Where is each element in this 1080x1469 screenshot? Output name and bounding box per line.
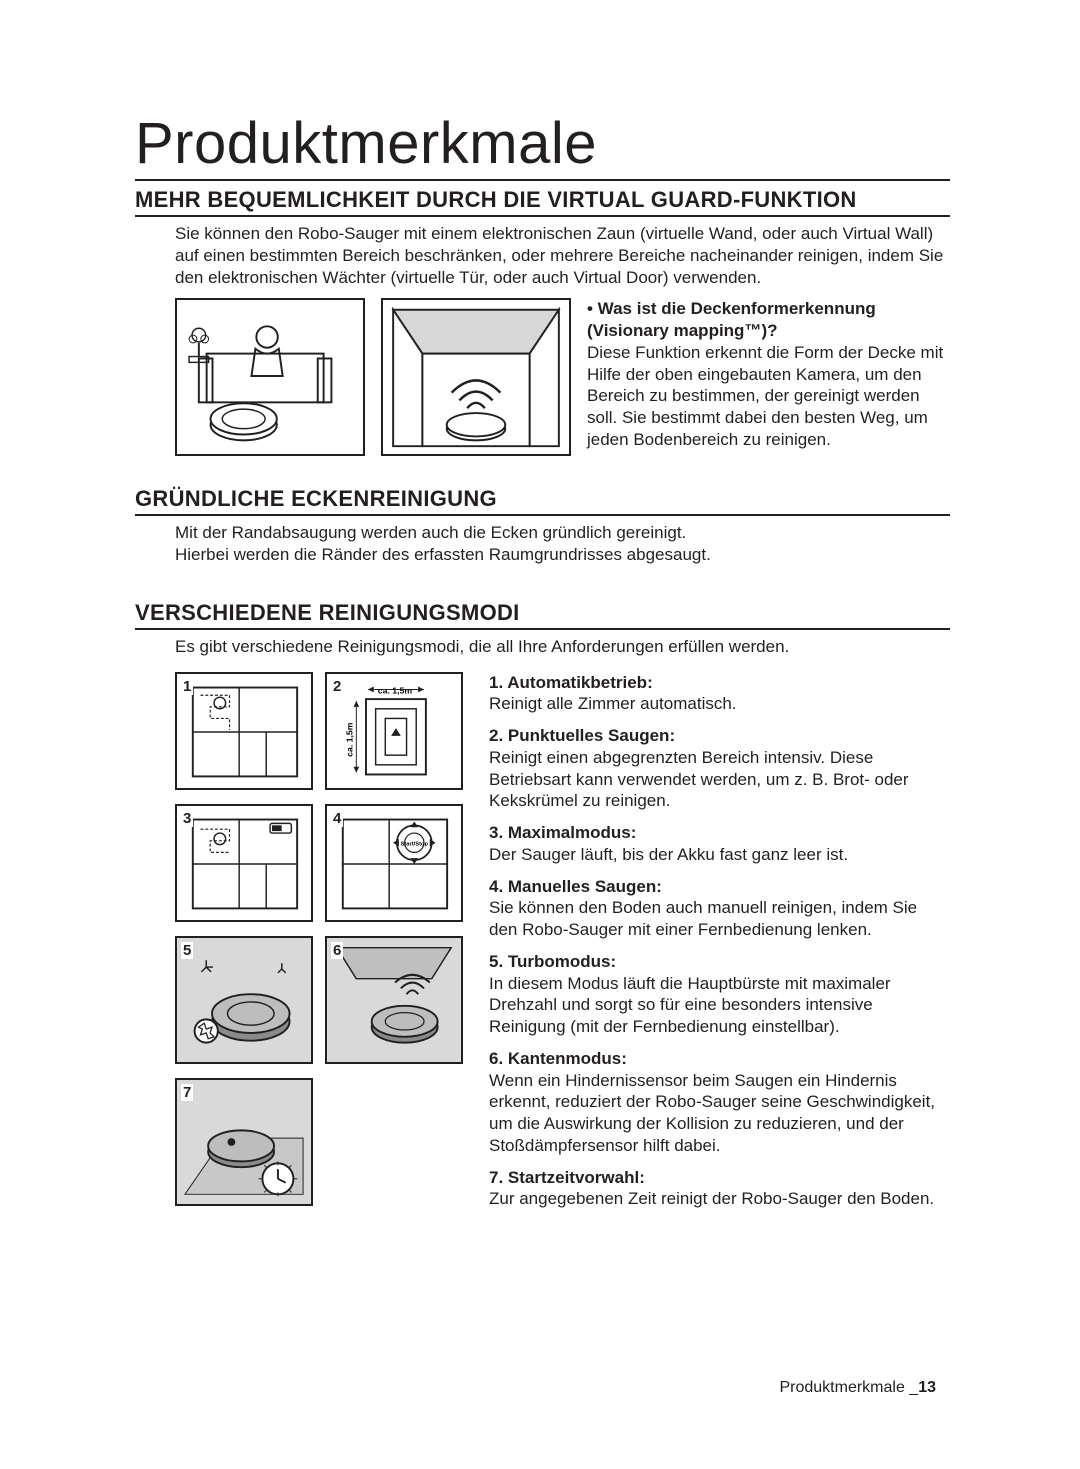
mode-fig-num: 4 xyxy=(331,810,343,827)
callout-body: Diese Funktion erkennt die Form der Deck… xyxy=(587,342,950,451)
mode-title: 1. Automatikbetrieb: xyxy=(489,673,653,692)
footer-section-label: Produktmerkmale xyxy=(779,1379,904,1396)
mode-fig-1: 1 xyxy=(175,672,313,790)
figure-living-room xyxy=(175,298,365,456)
mode-item-2: 2. Punktuelles Saugen: Reinigt einen abg… xyxy=(489,725,950,812)
mode-item-5: 5. Turbomodus: In diesem Modus läuft die… xyxy=(489,951,950,1038)
mode-fig-7: 7 xyxy=(175,1078,313,1206)
mode-fig-4: 4 Start/Stop xyxy=(325,804,463,922)
mode-fig-2: 2 ca. 1,5m ca. 1,5m xyxy=(325,672,463,790)
mode-title: 6. Kantenmodus: xyxy=(489,1049,627,1068)
mode-desc: Der Sauger läuft, bis der Akku fast ganz… xyxy=(489,845,848,864)
mode-figure-grid: 1 2 ca. 1,5m xyxy=(175,672,465,1221)
footer-page-number: 13 xyxy=(918,1379,936,1396)
mode-item-6: 6. Kantenmodus: Wenn ein Hindernissensor… xyxy=(489,1048,950,1157)
svg-text:Start/Stop: Start/Stop xyxy=(400,841,428,847)
mode-title: 2. Punktuelles Saugen: xyxy=(489,726,675,745)
mode-item-3: 3. Maximalmodus: Der Sauger läuft, bis d… xyxy=(489,822,950,866)
mode-fig-num: 6 xyxy=(331,942,343,959)
section1-heading: MEHR BEQUEMLICHKEIT DURCH DIE VIRTUAL GU… xyxy=(135,187,950,217)
section3-heading: VERSCHIEDENE REINIGUNGSMODI xyxy=(135,600,950,630)
mode-title: 4. Manuelles Saugen: xyxy=(489,877,662,896)
mode-desc: Sie können den Boden auch manuell reinig… xyxy=(489,898,917,939)
mode-title: 7. Startzeitvorwahl: xyxy=(489,1168,645,1187)
mode-fig-num: 1 xyxy=(181,678,193,695)
modes-wrap: 1 2 ca. 1,5m xyxy=(175,672,950,1221)
mode-descriptions: 1. Automatikbetrieb: Reinigt alle Zimmer… xyxy=(489,672,950,1221)
mode-fig-num: 5 xyxy=(181,942,193,959)
mode-fig-6: 6 xyxy=(325,936,463,1064)
mode-title: 5. Turbomodus: xyxy=(489,952,616,971)
section2-heading: GRÜNDLICHE ECKENREINIGUNG xyxy=(135,486,950,516)
section3-intro: Es gibt verschiedene Reinigungsmodi, die… xyxy=(175,636,950,658)
dim-label-top: ca. 1,5m xyxy=(378,685,413,695)
section1-intro: Sie können den Robo-Sauger mit einem ele… xyxy=(175,223,950,288)
page-footer: Produktmerkmale _13 xyxy=(779,1379,936,1397)
mode-desc: Reinigt einen abgegrenzten Bereich inten… xyxy=(489,748,909,811)
mode-desc: In diesem Modus läuft die Hauptbürste mi… xyxy=(489,974,891,1037)
mode-fig-num: 7 xyxy=(181,1084,193,1101)
mode-desc: Reinigt alle Zimmer automatisch. xyxy=(489,694,737,713)
mode-item-1: 1. Automatikbetrieb: Reinigt alle Zimmer… xyxy=(489,672,950,716)
figure-ceiling-mapping xyxy=(381,298,571,456)
mode-desc: Zur angegebenen Zeit reinigt der Robo-Sa… xyxy=(489,1189,934,1208)
callout-heading: • Was ist die Deckenformerkennung (Visio… xyxy=(587,298,950,342)
mode-fig-3: 3 xyxy=(175,804,313,922)
mode-item-4: 4. Manuelles Saugen: Sie können den Bode… xyxy=(489,876,950,941)
page-title: Produktmerkmale xyxy=(135,110,950,181)
mode-fig-num: 3 xyxy=(181,810,193,827)
dim-label-side: ca. 1,5m xyxy=(344,722,354,757)
section1-figure-row: • Was ist die Deckenformerkennung (Visio… xyxy=(175,298,950,456)
mode-title: 3. Maximalmodus: xyxy=(489,823,636,842)
mode-fig-5: 5 xyxy=(175,936,313,1064)
mode-item-7: 7. Startzeitvorwahl: Zur angegebenen Zei… xyxy=(489,1167,950,1211)
mode-desc: Wenn ein Hindernissensor beim Saugen ein… xyxy=(489,1071,935,1155)
mode-fig-num: 2 xyxy=(331,678,343,695)
section2-body: Mit der Randabsaugung werden auch die Ec… xyxy=(175,522,950,566)
section1-callout: • Was ist die Deckenformerkennung (Visio… xyxy=(587,298,950,456)
